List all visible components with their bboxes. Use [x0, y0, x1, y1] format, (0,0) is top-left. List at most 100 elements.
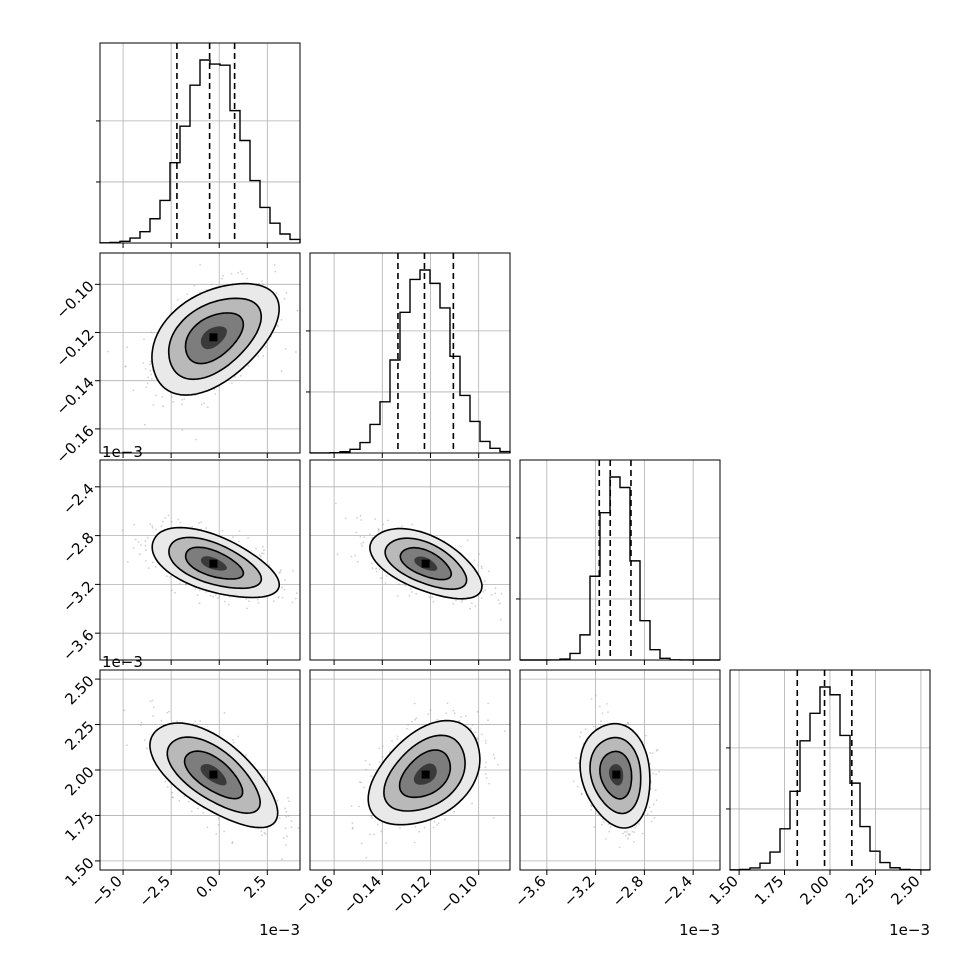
scatter-point [245, 754, 248, 756]
scatter-point [264, 833, 267, 835]
scatter-point [380, 830, 383, 833]
scatter-point [602, 821, 605, 823]
scatter-point [478, 553, 480, 555]
scatter-point [364, 768, 367, 771]
scatter-point [231, 841, 234, 843]
scatter-point [257, 355, 260, 358]
scatter-point [238, 540, 240, 543]
scatter-point [411, 591, 413, 593]
scatter-point [181, 429, 184, 431]
scatter-point [274, 270, 277, 273]
scatter-point [285, 844, 287, 846]
scatter-point [164, 517, 167, 519]
scatter-point [483, 580, 486, 583]
scatter-point [644, 734, 647, 737]
contour-line [369, 527, 483, 600]
scatter-point [432, 826, 435, 829]
scatter-point [181, 403, 184, 406]
scatter-point [285, 810, 288, 813]
scatter-point [195, 438, 198, 441]
scatter-point [600, 720, 602, 722]
scatter-panel-1-0: −0.16−0.14−0.12−0.10 [52, 252, 301, 467]
scatter-point [453, 810, 456, 813]
panel-frame [309, 252, 511, 454]
histogram-panel-0 [96, 42, 301, 248]
scatter-point [144, 368, 147, 370]
x-tick-label: −5.0 [87, 872, 125, 910]
scatter-point [460, 716, 462, 718]
scatter-point [265, 780, 268, 782]
scatter-point [444, 818, 446, 821]
x-tick-label: −3.2 [560, 872, 598, 910]
scatter-point [460, 545, 462, 548]
scatter-point [590, 805, 593, 808]
scatter-point [415, 592, 418, 595]
scatter-point [458, 720, 461, 722]
scatter-point [281, 858, 283, 861]
scatter-point [364, 759, 367, 762]
scatter-point [336, 553, 339, 556]
scatter-point [415, 717, 418, 720]
scatter-point [183, 398, 186, 400]
scatter-point [461, 599, 464, 602]
contour-line [589, 736, 642, 815]
histogram-step [99, 59, 301, 244]
scatter-point [279, 571, 282, 573]
scatter-point [263, 776, 266, 779]
scatter-point [503, 730, 506, 732]
scatter-point [137, 541, 140, 543]
histogram-panel-2 [516, 459, 721, 665]
histogram-step [520, 476, 720, 661]
scatter-point [652, 772, 654, 775]
scatter-point [599, 723, 602, 726]
scatter-point [140, 544, 142, 546]
scatter-point [414, 826, 417, 828]
scatter-point [258, 554, 261, 556]
scatter-point [126, 744, 128, 746]
scatter-point [160, 525, 163, 527]
scatter-point [278, 817, 281, 820]
scatter-point [216, 597, 219, 600]
scatter-point [152, 715, 155, 717]
scatter-point [580, 731, 582, 734]
x-tick-label: 2.00 [796, 872, 832, 908]
scatter-point [580, 793, 583, 796]
density-peak [209, 559, 218, 568]
scatter-point [590, 809, 592, 811]
scatter-point [277, 596, 280, 599]
scatter-point [283, 297, 286, 300]
scatter-point [142, 362, 145, 364]
scatter-point [262, 283, 264, 285]
scatter-point [237, 272, 239, 274]
scatter-point [222, 274, 224, 277]
scatter-point [174, 591, 176, 594]
scatter-point [276, 800, 279, 802]
scatter-point [260, 830, 263, 833]
scatter-point [474, 605, 477, 608]
scatter-point [355, 531, 358, 534]
scatter-point [352, 826, 354, 829]
scatter-point [414, 718, 416, 721]
scatter-point [126, 561, 129, 563]
y-tick-label: 2.00 [61, 763, 97, 799]
scatter-point [239, 270, 242, 273]
density-peak [612, 770, 621, 779]
scatter-point [185, 583, 187, 586]
histogram-panel-1 [306, 252, 511, 458]
scatter-point [295, 351, 297, 353]
scatter-point [370, 814, 373, 817]
x-tick-label: 1.50 [706, 872, 742, 908]
scatter-point [494, 587, 497, 590]
scatter-point [480, 565, 483, 568]
scatter-point [493, 757, 496, 760]
scatter-point [382, 523, 385, 526]
scatter-point [381, 756, 384, 759]
y-tick-label: −3.2 [59, 577, 97, 615]
scatter-point [351, 822, 354, 824]
scatter-point [391, 740, 393, 742]
scatter-point [176, 720, 178, 723]
scatter-point [133, 523, 136, 526]
scatter-point [183, 795, 186, 798]
scatter-point [471, 724, 474, 726]
